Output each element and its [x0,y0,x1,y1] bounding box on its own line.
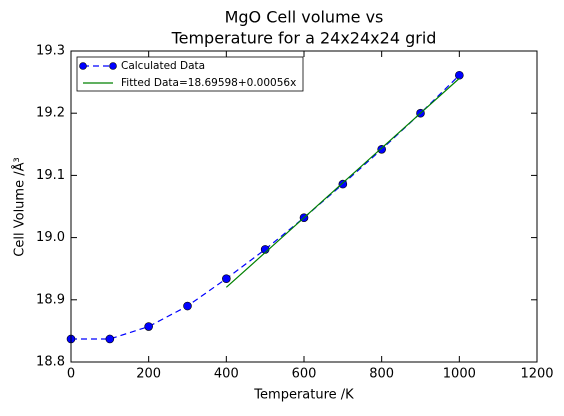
series-line [225,77,460,288]
y-tick-label: 19.0 [36,230,65,245]
data-point [105,334,115,344]
legend-label: Calculated Data [121,60,205,72]
legend-marker [79,62,87,70]
x-tick-label: 1200 [520,367,553,382]
x-tick-label: 0 [67,367,75,382]
data-point [183,301,192,311]
y-tick-label: 18.8 [36,355,65,370]
series-line [71,74,460,340]
y-tick-label: 18.9 [36,292,65,307]
chart-title: Temperature for a 24x24x24 grid [171,29,437,48]
data-point [144,322,153,331]
data-point [455,70,464,80]
y-tick-label: 19.3 [36,44,65,59]
x-tick-label: 600 [292,367,317,382]
legend-marker [109,62,117,70]
y-axis-label: Cell Volume /Å³ [12,157,28,256]
chart-title: MgO Cell volume vs [225,8,384,27]
plot-frame [70,50,538,363]
x-tick-label: 400 [214,367,239,382]
data-point [377,144,386,154]
y-tick-label: 19.1 [36,168,65,183]
x-tick-label: 200 [136,367,161,382]
x-tick-label: 800 [369,367,394,382]
legend-label: Fitted Data=18.69598+0.00056x [121,77,296,89]
data-point [338,179,348,189]
x-tick-label: 1000 [443,367,476,382]
y-tick-label: 19.2 [36,106,65,121]
data-point [222,274,231,283]
x-axis-label: Temperature /K [253,388,354,403]
